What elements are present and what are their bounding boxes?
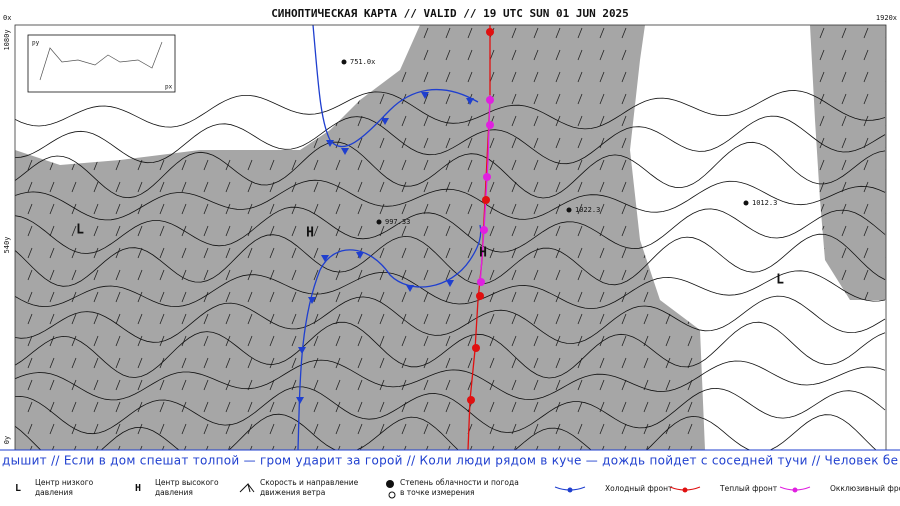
legend-label: Скорость и направление движения ветра <box>260 478 359 497</box>
warm-front-dot <box>472 344 480 352</box>
pressure-center: L <box>76 223 84 238</box>
warm-front-dot <box>467 396 475 404</box>
isobar <box>15 295 886 344</box>
cold-front-tick <box>341 148 349 155</box>
isobar <box>15 179 886 221</box>
warm-front-dot <box>482 196 490 204</box>
axis-label: 1080y <box>3 29 11 50</box>
cold-front <box>312 25 479 148</box>
pressure-center: H <box>306 226 314 241</box>
legend-label: Теплый фронт <box>719 484 778 493</box>
cold-front-tick <box>421 92 429 99</box>
station <box>743 200 749 206</box>
legend-label: Центр низкого давления <box>35 478 94 497</box>
isobar <box>15 90 886 130</box>
cold-front-tick <box>296 397 304 404</box>
isobar <box>15 270 886 310</box>
cold-front-tick <box>308 297 316 304</box>
station <box>376 219 382 225</box>
station-label: 1022.3 <box>575 206 600 214</box>
legend-label: Холодный фронт <box>605 484 673 493</box>
legend-label: Центр высокого давления <box>155 478 219 497</box>
ticker-band <box>0 450 900 470</box>
cold-front-tick <box>298 347 306 354</box>
cold-front <box>297 224 482 450</box>
isobar <box>15 115 886 165</box>
warm-front-dot <box>476 292 484 300</box>
axis-label: 1920x <box>876 14 897 22</box>
isobar <box>15 206 886 254</box>
station-label: 751.0x <box>350 58 375 66</box>
warm-front-dot <box>486 28 494 36</box>
isobar <box>15 359 886 401</box>
legend-symbol: L <box>15 483 21 494</box>
clear-area <box>630 25 886 450</box>
occluded-front-dot <box>480 226 488 234</box>
cold-front-tick <box>321 255 329 262</box>
legend-icon <box>682 487 688 493</box>
legend-icon <box>792 487 798 493</box>
cold-front-tick <box>381 118 389 125</box>
axis-label: 0x <box>3 14 11 22</box>
cold-front-tick <box>406 285 414 292</box>
axis-label: 540y <box>3 237 11 254</box>
legend-icon <box>386 480 394 488</box>
station-label: 1012.3 <box>752 199 777 207</box>
pressure-center: H <box>479 246 487 261</box>
cold-front-tick <box>466 98 474 105</box>
title: СИНОПТИЧЕСКАЯ КАРТА // VALID // 19 UTC S… <box>271 7 629 20</box>
legend-symbol: H <box>135 483 141 494</box>
isobar <box>15 233 886 287</box>
inset: py px <box>27 34 176 93</box>
occluded-front-dot <box>477 278 485 286</box>
pressure-center: L <box>776 273 784 288</box>
station-label: 997.33 <box>385 218 410 226</box>
legend-label: Окклюзивный фронт <box>830 484 900 493</box>
isobar <box>15 141 886 199</box>
inset-label: py <box>32 40 40 47</box>
station <box>341 59 347 65</box>
cold-front-tick <box>326 140 334 147</box>
map-area: L H H L 751.0x 1012.3 997.33 1022.3 <box>15 25 886 450</box>
legend-icon <box>388 491 396 499</box>
ticker-text: дышит // Если в дом спешат толпой — гром… <box>2 454 898 468</box>
occluded-front-dot <box>486 121 494 129</box>
isobar <box>15 386 886 435</box>
legend: L Центр низкого давления H Центр высокого дав… <box>15 478 900 499</box>
occluded-front-dot <box>486 96 494 104</box>
axis-label: 0y <box>3 436 11 444</box>
cold-front-tick <box>356 252 364 259</box>
legend-icon <box>239 483 255 493</box>
cold-front-tick <box>446 280 454 287</box>
station <box>566 207 572 213</box>
legend-icon <box>567 487 573 493</box>
isobar <box>15 321 886 379</box>
inset-label: px <box>165 84 173 91</box>
legend-label: Степень облачности и погода в точке измер… <box>400 478 519 497</box>
occluded-front-dot <box>483 173 491 181</box>
isobar <box>15 413 877 450</box>
